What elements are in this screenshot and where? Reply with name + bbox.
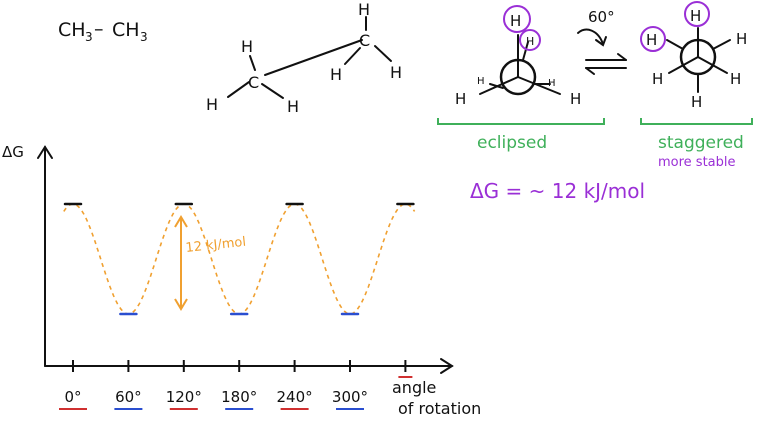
barrier-annotation: 12 kJ/mol: [185, 235, 247, 256]
atom-h-c2-right: H: [390, 63, 402, 82]
atom-h-c1-left: H: [206, 95, 218, 114]
x-tick-label: 180°: [221, 388, 257, 406]
atom-c2: C: [359, 31, 370, 50]
staggered-highlight-back-h: [640, 26, 666, 52]
staggered-h-back-upright: H: [736, 30, 747, 48]
newman-staggered: H H H H H H staggered more stable: [640, 1, 753, 170]
energy-difference-equation: ΔG = ~ 12 kJ/mol: [470, 179, 645, 203]
eclipsed-h-front-right: H: [570, 90, 581, 108]
formula-ch-left: CH: [58, 19, 86, 41]
cc-bond: [264, 39, 363, 76]
eclipsed-h-back-right: H: [548, 78, 556, 89]
eclipsed-back-bond-left: [489, 83, 504, 89]
atom-c1: C: [248, 73, 259, 92]
formula-sub-right: 3: [140, 30, 148, 44]
staggered-back-bond-upleft: [666, 39, 684, 50]
eclipsed-h-front-left: H: [455, 90, 466, 108]
bond-c2-hright: [374, 45, 392, 62]
atom-h-c1-top: H: [241, 37, 253, 56]
rotation-arrow-curve: [577, 28, 604, 45]
staggered-front-bond-right: [697, 56, 728, 74]
y-axis-label: ΔG: [2, 143, 24, 161]
bond-c1-hleft: [227, 81, 250, 98]
x-axis-label-line2: of rotation: [398, 399, 481, 418]
bond-c1-htop: [249, 55, 256, 71]
x-tick-label: 240°: [277, 388, 313, 406]
atom-h-c2-top: H: [358, 0, 370, 19]
formula-sub-left: 3: [85, 30, 93, 44]
eclipsed-label: eclipsed: [477, 133, 547, 153]
staggered-h-front-right: H: [730, 70, 741, 88]
x-tick-label: 120°: [166, 388, 202, 406]
bond-c2-hleft: [344, 47, 361, 65]
newman-eclipsed: H H H H H H eclipsed: [437, 5, 605, 153]
barrier-arrow-head-bottom: [174, 298, 188, 311]
eclipsed-highlight-back-h: [519, 29, 541, 51]
eclipsed-bracket: [437, 118, 605, 125]
x-tick-label: 0°: [64, 388, 81, 406]
staggered-h-front-left: H: [652, 70, 663, 88]
staggered-h-back-upleft: H: [646, 31, 657, 49]
rotation-angle-label: 60°: [588, 8, 615, 26]
barrier-arrow-head-top: [174, 215, 188, 228]
eclipsed-h-back-left: H: [477, 76, 485, 87]
atom-h-c2-left: H: [330, 65, 342, 84]
formula-ch-right: CH: [112, 19, 140, 41]
eclipsed-front-bond-right: [517, 76, 561, 95]
y-axis-arrowhead: [37, 145, 53, 159]
energy-curve: [63, 203, 416, 315]
eclipsed-h-front-top: H: [510, 12, 521, 30]
x-axis-arrowhead: [440, 358, 454, 374]
eclipsed-h-back-top: H: [526, 35, 534, 48]
equilibrium-forward-head: [617, 53, 627, 61]
staggered-bracket: [640, 118, 753, 125]
ethane-formula: CH 3 – CH 3: [58, 18, 148, 44]
staggered-label: staggered: [658, 133, 744, 153]
x-axis-label-line1: angle: [392, 378, 436, 397]
staggered-highlight-front-h: [684, 1, 710, 27]
ethane-structure-atoms: C C H H H H H H: [206, 0, 402, 116]
ethane-structure: [227, 16, 392, 99]
energy-chart: ΔG angle of rotation 0° 60° 120° 180° 240° 30…: [2, 143, 481, 418]
eclipsed-back-bond-up: [522, 41, 529, 61]
equilibrium-back-head: [585, 67, 595, 75]
staggered-front-bond-left: [668, 56, 699, 74]
staggered-h-front-top: H: [690, 7, 701, 25]
rotation-indicator: 60°: [577, 8, 627, 75]
formula-dash: –: [94, 18, 104, 40]
atom-h-c1-right: H: [287, 97, 299, 116]
rotation-arrow-head: [595, 36, 607, 47]
eclipsed-front-bond-left: [479, 76, 519, 95]
x-tick-label: 300°: [332, 388, 368, 406]
staggered-note: more stable: [658, 155, 736, 170]
bond-c1-hright: [261, 83, 284, 99]
x-tick-label: 60°: [115, 388, 142, 406]
eclipsed-highlight-front-h: [503, 5, 531, 33]
staggered-h-back-down: H: [691, 93, 702, 111]
staggered-back-bond-upright: [712, 39, 731, 50]
